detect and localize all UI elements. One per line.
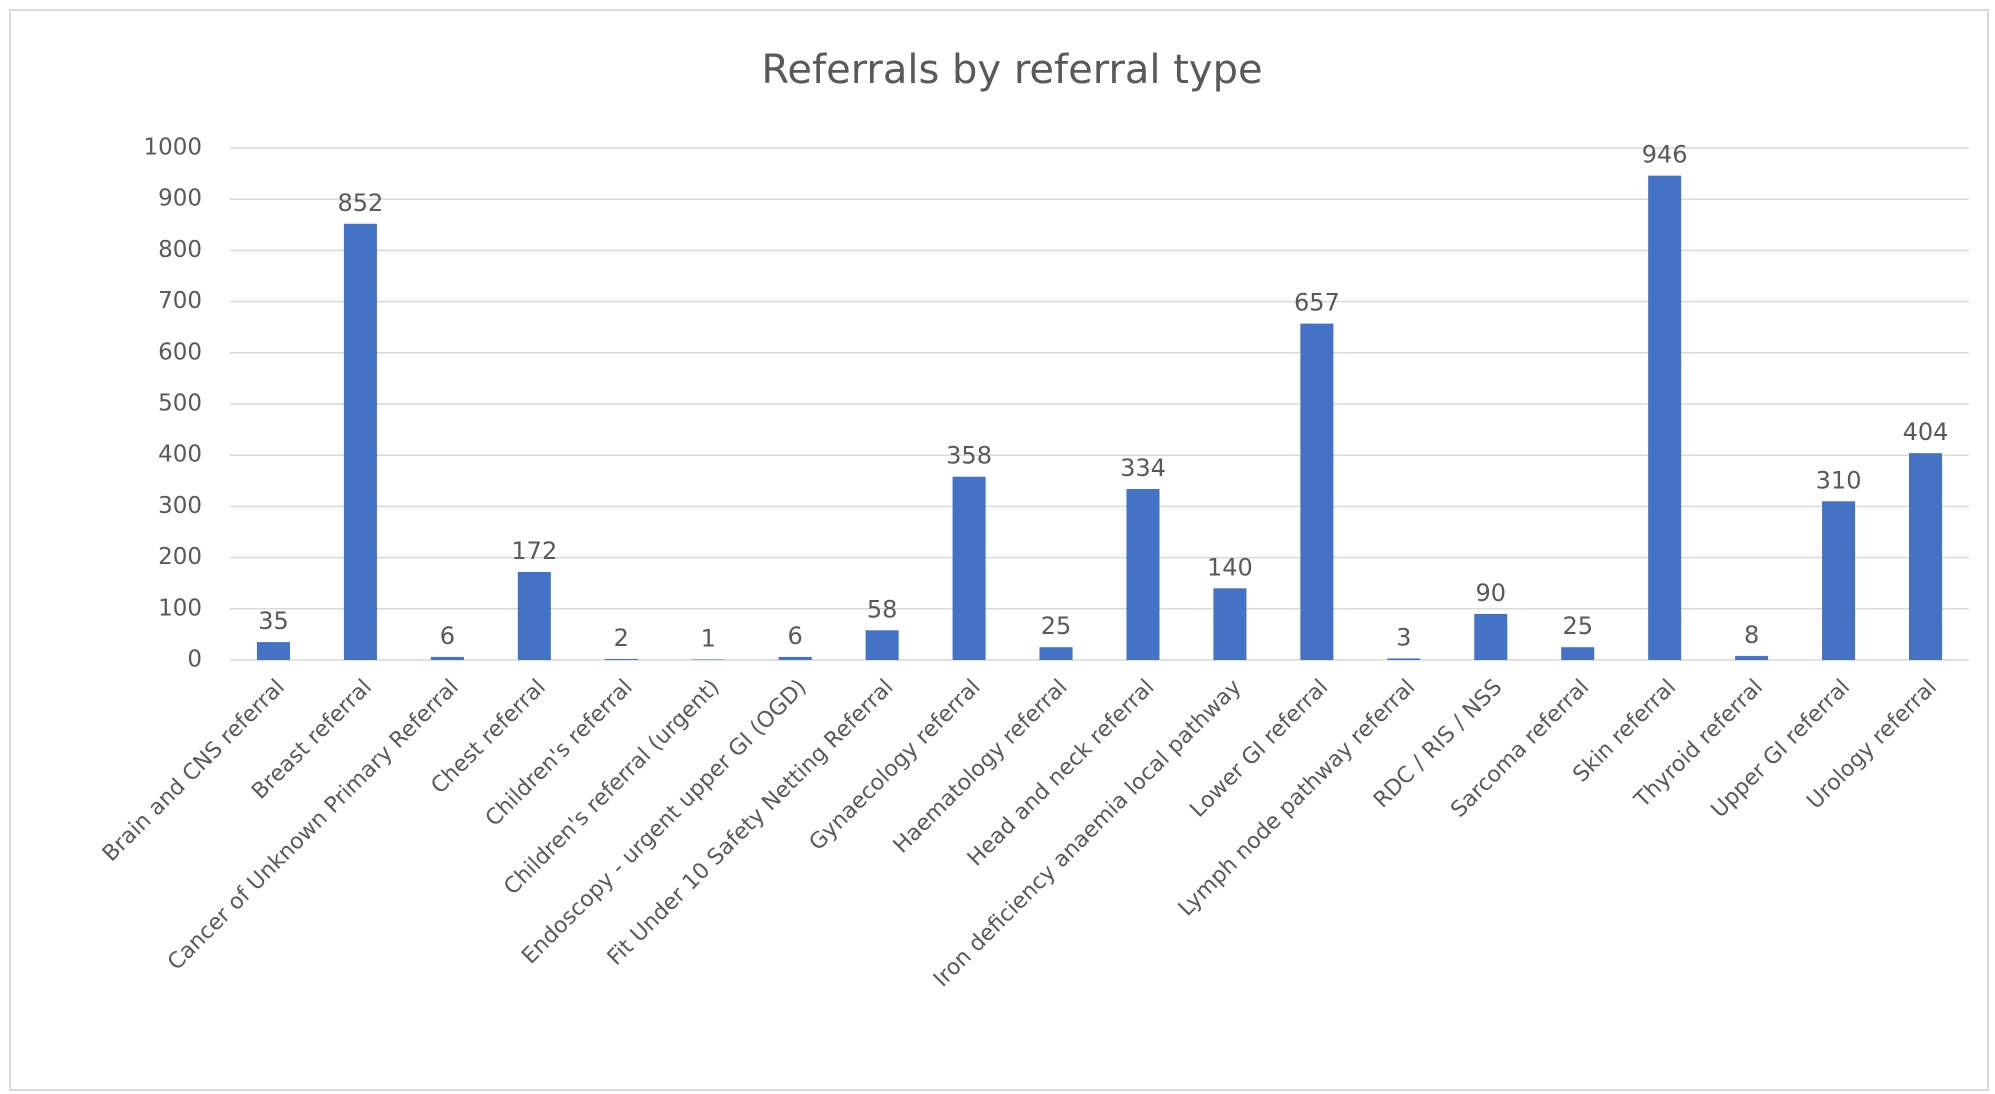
bar — [1387, 658, 1421, 660]
value-label: 6 — [788, 622, 803, 650]
value-label: 2 — [614, 624, 629, 652]
y-tick-label: 400 — [158, 442, 202, 468]
y-tick-label: 600 — [158, 339, 202, 365]
bar — [1735, 655, 1769, 660]
value-label: 35 — [258, 607, 289, 635]
y-tick-label: 0 — [187, 647, 202, 673]
value-label: 3 — [1396, 623, 1411, 651]
bar — [1474, 613, 1508, 660]
value-label: 310 — [1816, 466, 1862, 494]
value-label: 90 — [1476, 579, 1507, 607]
value-label: 58 — [867, 595, 898, 623]
value-label: 852 — [338, 189, 384, 217]
bar — [1300, 323, 1334, 660]
bar — [517, 571, 551, 660]
value-label: 8 — [1744, 621, 1759, 649]
value-label: 6 — [440, 622, 455, 650]
bar — [1561, 647, 1595, 660]
value-label: 946 — [1642, 141, 1688, 169]
bar — [1039, 647, 1073, 660]
value-label: 358 — [946, 442, 992, 470]
y-tick-label: 500 — [158, 391, 202, 417]
bar — [1822, 501, 1856, 660]
bar — [1909, 453, 1943, 660]
chart-title: Referrals by referral type — [761, 47, 1262, 93]
bar — [604, 658, 638, 660]
y-tick-label: 200 — [158, 544, 202, 570]
bar — [691, 659, 725, 660]
y-tick-label: 700 — [158, 288, 202, 314]
value-label: 140 — [1207, 553, 1253, 581]
bar — [343, 223, 377, 660]
y-tick-label: 900 — [158, 186, 202, 212]
bar — [430, 656, 464, 660]
value-label: 1 — [701, 624, 716, 652]
y-tick-label: 100 — [158, 595, 202, 621]
bar — [1648, 175, 1682, 660]
value-label: 172 — [511, 537, 557, 565]
y-tick-label: 1000 — [143, 135, 202, 161]
y-tick-label: 300 — [158, 493, 202, 519]
value-label: 657 — [1294, 289, 1340, 317]
bar — [1126, 488, 1160, 660]
bar — [256, 642, 290, 660]
y-tick-label: 800 — [158, 237, 202, 263]
bar — [1213, 588, 1247, 660]
bar — [952, 476, 986, 660]
value-label: 25 — [1562, 612, 1593, 640]
value-label: 334 — [1120, 454, 1166, 482]
value-label: 25 — [1041, 612, 1072, 640]
bar — [865, 630, 899, 660]
value-label: 404 — [1903, 418, 1949, 446]
bar — [778, 656, 812, 660]
